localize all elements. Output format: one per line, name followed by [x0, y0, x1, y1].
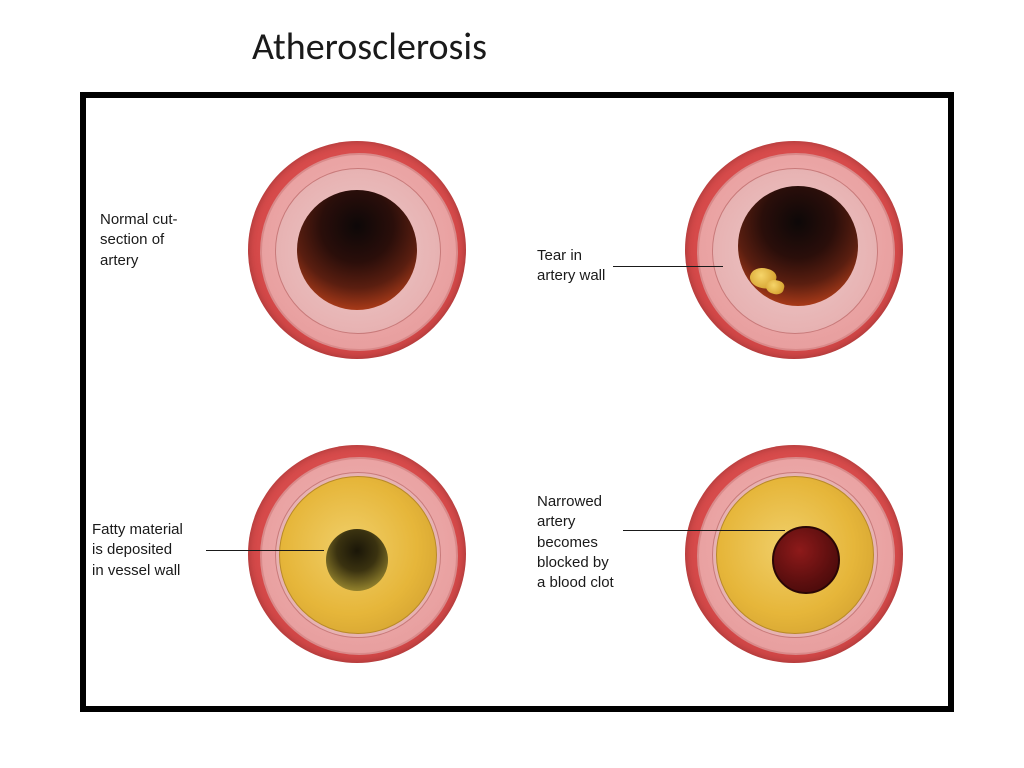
lumen	[297, 190, 417, 310]
lumen	[326, 529, 388, 591]
panel-label-tear: Tear in artery wall	[537, 246, 605, 287]
leader-line	[623, 530, 785, 531]
panel-label-normal: Normal cut- section of artery	[100, 210, 178, 271]
blood-clot	[772, 526, 840, 594]
panel-label-fatty: Fatty material is deposited in vessel wa…	[92, 520, 183, 581]
panel-label-blocked: Narrowed artery becomes blocked by a blo…	[537, 492, 614, 593]
panel-blocked: Narrowed artery becomes blocked by a blo…	[523, 402, 960, 706]
leader-line	[206, 550, 324, 551]
diagram-frame: Normal cut- section of artery Tear in art…	[80, 92, 954, 712]
page-title: Atherosclerosis	[252, 24, 487, 70]
lumen	[738, 186, 858, 306]
panel-fatty: Fatty material is deposited in vessel wa…	[86, 402, 523, 706]
panel-normal: Normal cut- section of artery	[86, 98, 523, 402]
panel-tear: Tear in artery wall	[523, 98, 960, 402]
leader-line	[613, 266, 723, 267]
